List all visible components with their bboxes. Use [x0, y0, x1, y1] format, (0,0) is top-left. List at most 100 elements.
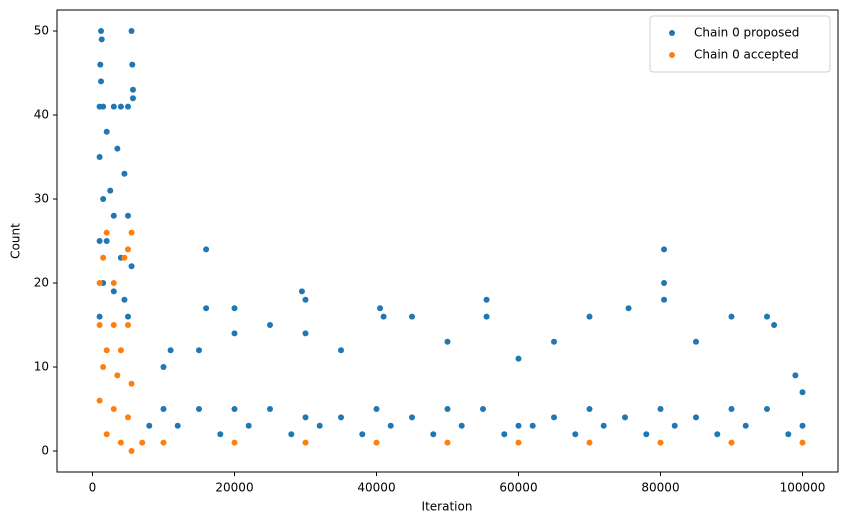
point	[458, 422, 465, 429]
point	[96, 322, 103, 328]
point	[97, 61, 104, 68]
point	[96, 238, 103, 244]
x-tick-label: 20000	[215, 481, 253, 495]
x-tick-label: 100000	[780, 481, 826, 495]
x-tick-label: 0	[89, 481, 97, 495]
y-tick-label: 0	[41, 444, 49, 458]
point	[96, 313, 103, 320]
point	[409, 414, 415, 421]
point	[125, 313, 131, 320]
point	[551, 414, 557, 421]
point	[231, 330, 238, 337]
point	[114, 372, 121, 379]
y-tick-label: 10	[34, 360, 49, 374]
point	[128, 28, 135, 34]
point	[799, 389, 806, 396]
point	[128, 448, 135, 454]
point	[373, 439, 380, 446]
point	[515, 355, 522, 362]
point	[121, 254, 128, 261]
x-tick-label: 40000	[357, 481, 395, 495]
point	[121, 296, 128, 303]
legend-label: Chain 0 accepted	[694, 48, 799, 62]
point	[288, 431, 295, 438]
point	[103, 128, 110, 135]
point	[96, 280, 103, 286]
point	[129, 61, 136, 68]
point	[444, 439, 451, 446]
point	[799, 422, 806, 429]
point	[125, 212, 131, 219]
point	[298, 288, 305, 295]
point	[586, 406, 593, 412]
point	[728, 439, 735, 446]
point	[231, 305, 238, 312]
point	[103, 347, 110, 354]
point	[480, 406, 486, 412]
point	[160, 364, 167, 370]
point	[501, 431, 508, 438]
point	[125, 322, 131, 328]
point	[338, 414, 344, 421]
point	[117, 103, 124, 110]
x-axis-label: Iteration	[422, 500, 473, 514]
y-tick-label: 40	[34, 108, 49, 122]
point	[121, 170, 128, 177]
point	[117, 347, 124, 354]
point	[622, 414, 628, 421]
point	[98, 28, 105, 34]
x-tick-label: 60000	[499, 481, 537, 495]
point	[387, 422, 394, 429]
point	[657, 439, 664, 446]
point	[110, 322, 117, 328]
point	[693, 414, 699, 421]
point	[174, 422, 181, 429]
point	[203, 305, 210, 312]
plot-frame	[56, 9, 839, 473]
point	[100, 196, 107, 202]
point	[167, 347, 174, 354]
point	[551, 338, 557, 345]
point	[203, 246, 210, 253]
point	[529, 422, 536, 429]
point	[267, 406, 273, 412]
point	[600, 422, 607, 429]
point	[671, 422, 678, 429]
point	[742, 422, 749, 429]
point	[125, 103, 131, 110]
point	[267, 322, 273, 328]
point	[799, 439, 806, 446]
point	[100, 103, 107, 110]
point	[129, 95, 136, 102]
point	[117, 439, 124, 446]
point	[125, 246, 131, 253]
point	[129, 86, 136, 93]
point	[110, 406, 117, 412]
point	[100, 364, 107, 370]
point	[444, 338, 451, 345]
point	[114, 145, 121, 152]
point	[380, 313, 387, 320]
legend-marker	[669, 52, 675, 58]
legend-label: Chain 0 proposed	[694, 26, 799, 40]
point	[302, 439, 309, 446]
point	[515, 439, 522, 446]
point	[103, 431, 110, 438]
y-tick-label: 30	[34, 192, 49, 206]
point	[661, 296, 668, 303]
point	[110, 212, 117, 219]
point	[359, 431, 366, 438]
point	[103, 238, 110, 244]
point	[98, 78, 105, 85]
legend-box	[649, 15, 831, 73]
point	[771, 322, 778, 328]
point	[483, 296, 490, 303]
point	[409, 313, 415, 320]
point	[714, 431, 721, 438]
point	[661, 246, 668, 253]
point	[110, 280, 117, 286]
point	[125, 414, 131, 421]
point	[586, 313, 593, 320]
point	[98, 36, 105, 43]
